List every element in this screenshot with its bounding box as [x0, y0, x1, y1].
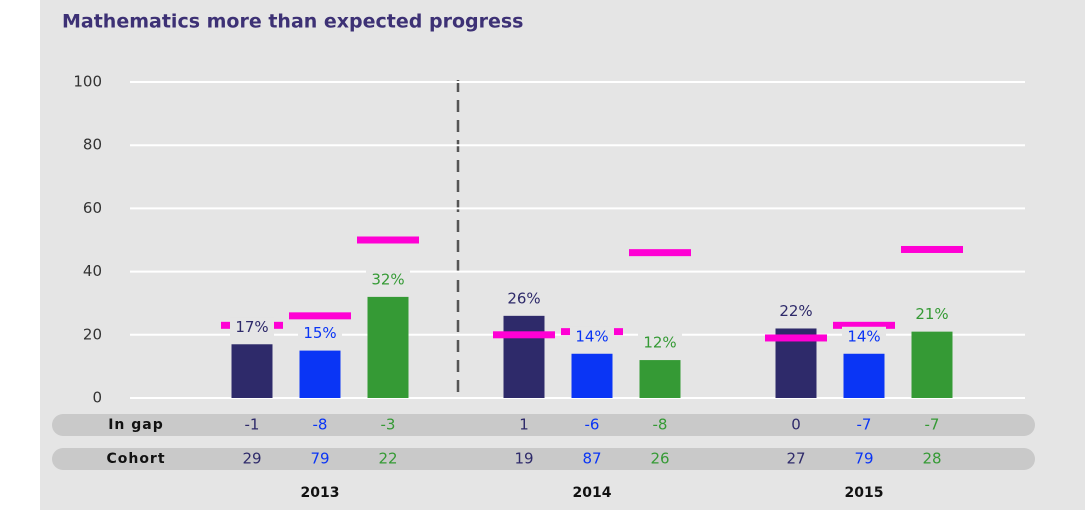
bar: [843, 353, 885, 398]
row-value: 22: [378, 450, 397, 468]
row-value: 79: [310, 450, 329, 468]
benchmark: [765, 334, 827, 342]
y-tick-label: 100: [73, 73, 102, 91]
value-label: 21%: [915, 305, 948, 323]
bar: [911, 331, 953, 398]
value-label: 26%: [507, 289, 540, 307]
bar: [367, 296, 409, 398]
row-value: 0: [791, 416, 801, 434]
value-label: 32%: [371, 270, 404, 288]
value-label: 17%: [235, 318, 268, 336]
y-tick-label: 60: [83, 199, 102, 217]
row-value: 26: [650, 450, 669, 468]
benchmark: [629, 249, 691, 257]
row-value: -3: [381, 416, 396, 434]
value-label-bg: [230, 317, 274, 338]
row-value: -1: [245, 416, 260, 434]
value-label-bg: [502, 288, 546, 309]
benchmark: [357, 236, 419, 244]
value-label-bg: [910, 304, 954, 325]
y-tick-label: 20: [83, 325, 102, 343]
bar: [639, 360, 681, 398]
row-band: [52, 448, 1035, 470]
value-label: 14%: [575, 327, 608, 345]
y-tick-label: 80: [83, 136, 102, 154]
bar: [299, 350, 341, 398]
row-value: 87: [582, 450, 601, 468]
value-label-bg: [774, 301, 818, 322]
row-value: 79: [854, 450, 873, 468]
bar: [231, 344, 273, 398]
row-value: 19: [514, 450, 533, 468]
benchmark: [493, 331, 555, 339]
row-band: [52, 414, 1035, 436]
x-tick-label: 2015: [845, 485, 884, 501]
row-value: 1: [519, 416, 529, 434]
value-label-bg: [298, 323, 342, 344]
benchmark: [833, 321, 895, 329]
value-label-bg: [366, 269, 410, 290]
value-label: 12%: [643, 334, 676, 352]
y-tick-label: 0: [92, 389, 102, 407]
value-label: 15%: [303, 324, 336, 342]
bar: [503, 315, 545, 398]
benchmark: [901, 245, 963, 253]
row-value: -7: [857, 416, 872, 434]
row-value: -7: [925, 416, 940, 434]
row-value: 29: [242, 450, 261, 468]
x-tick-label: 2013: [301, 485, 340, 501]
row-value: -6: [585, 416, 600, 434]
value-label: 14%: [847, 327, 880, 345]
row-value: -8: [313, 416, 328, 434]
value-label-bg: [570, 326, 614, 347]
value-label: 22%: [779, 302, 812, 320]
bar: [571, 353, 613, 398]
row-value: 28: [922, 450, 941, 468]
row-value: -8: [653, 416, 668, 434]
benchmark: [289, 312, 351, 320]
row-label: In gap: [108, 417, 164, 433]
value-label-bg: [638, 333, 682, 354]
chart-title: Mathematics more than expected progress: [62, 11, 524, 33]
x-tick-label: 2014: [573, 485, 612, 501]
y-tick-label: 40: [83, 262, 102, 280]
row-label: Cohort: [106, 451, 165, 467]
row-value: 27: [786, 450, 805, 468]
value-label-bg: [842, 326, 886, 347]
